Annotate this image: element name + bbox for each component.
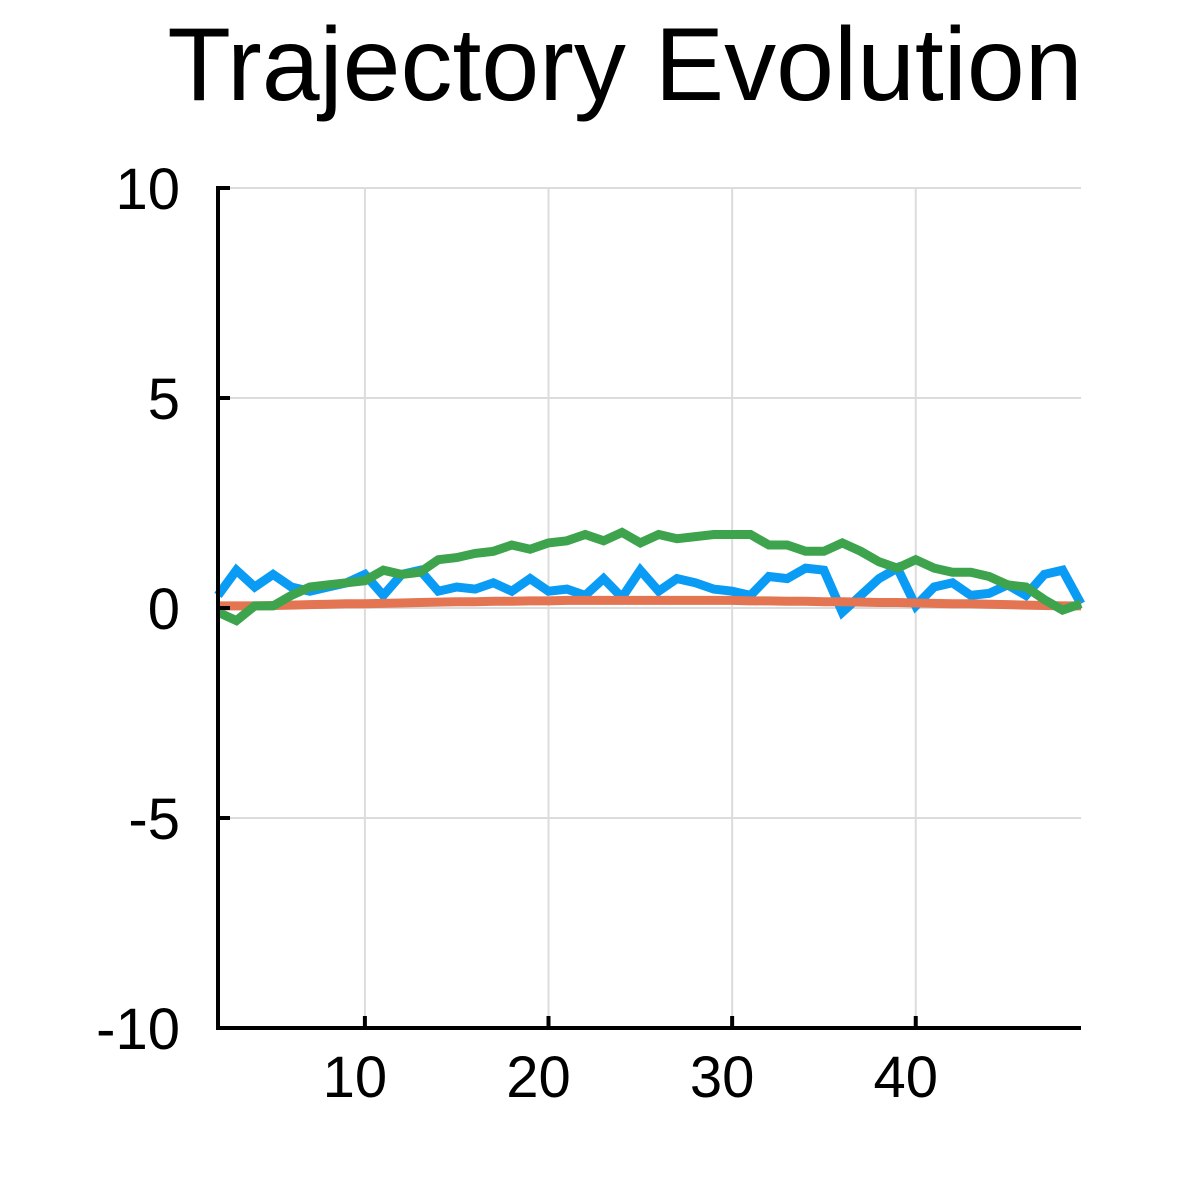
tick-labels: 10 5 0 -5 -10 10 20 30 40 bbox=[96, 157, 938, 1110]
series-line-2 bbox=[218, 595, 1081, 611]
y-tick-label: -10 bbox=[96, 997, 180, 1062]
series-lines bbox=[214, 527, 1085, 626]
x-tick-label: 30 bbox=[690, 1045, 755, 1110]
y-tick-label: 10 bbox=[115, 157, 180, 222]
x-tick-label: 20 bbox=[506, 1045, 571, 1110]
chart-title: Trajectory Evolution bbox=[167, 7, 1083, 123]
axes bbox=[216, 186, 1081, 1030]
series-line-3 bbox=[216, 527, 1083, 626]
y-tick-label: 5 bbox=[148, 367, 180, 432]
y-tick-label: -5 bbox=[128, 787, 180, 852]
y-tick-label: 0 bbox=[148, 577, 180, 642]
series-line-1 bbox=[214, 561, 1085, 620]
x-tick-label: 40 bbox=[873, 1045, 938, 1110]
x-tick-label: 10 bbox=[323, 1045, 388, 1110]
